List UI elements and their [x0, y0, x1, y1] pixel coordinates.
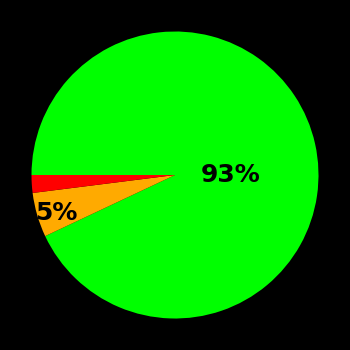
Text: 93%: 93%: [201, 163, 261, 187]
Wedge shape: [33, 175, 175, 236]
Text: 5%: 5%: [35, 202, 77, 225]
Wedge shape: [32, 175, 175, 193]
Wedge shape: [32, 32, 318, 318]
